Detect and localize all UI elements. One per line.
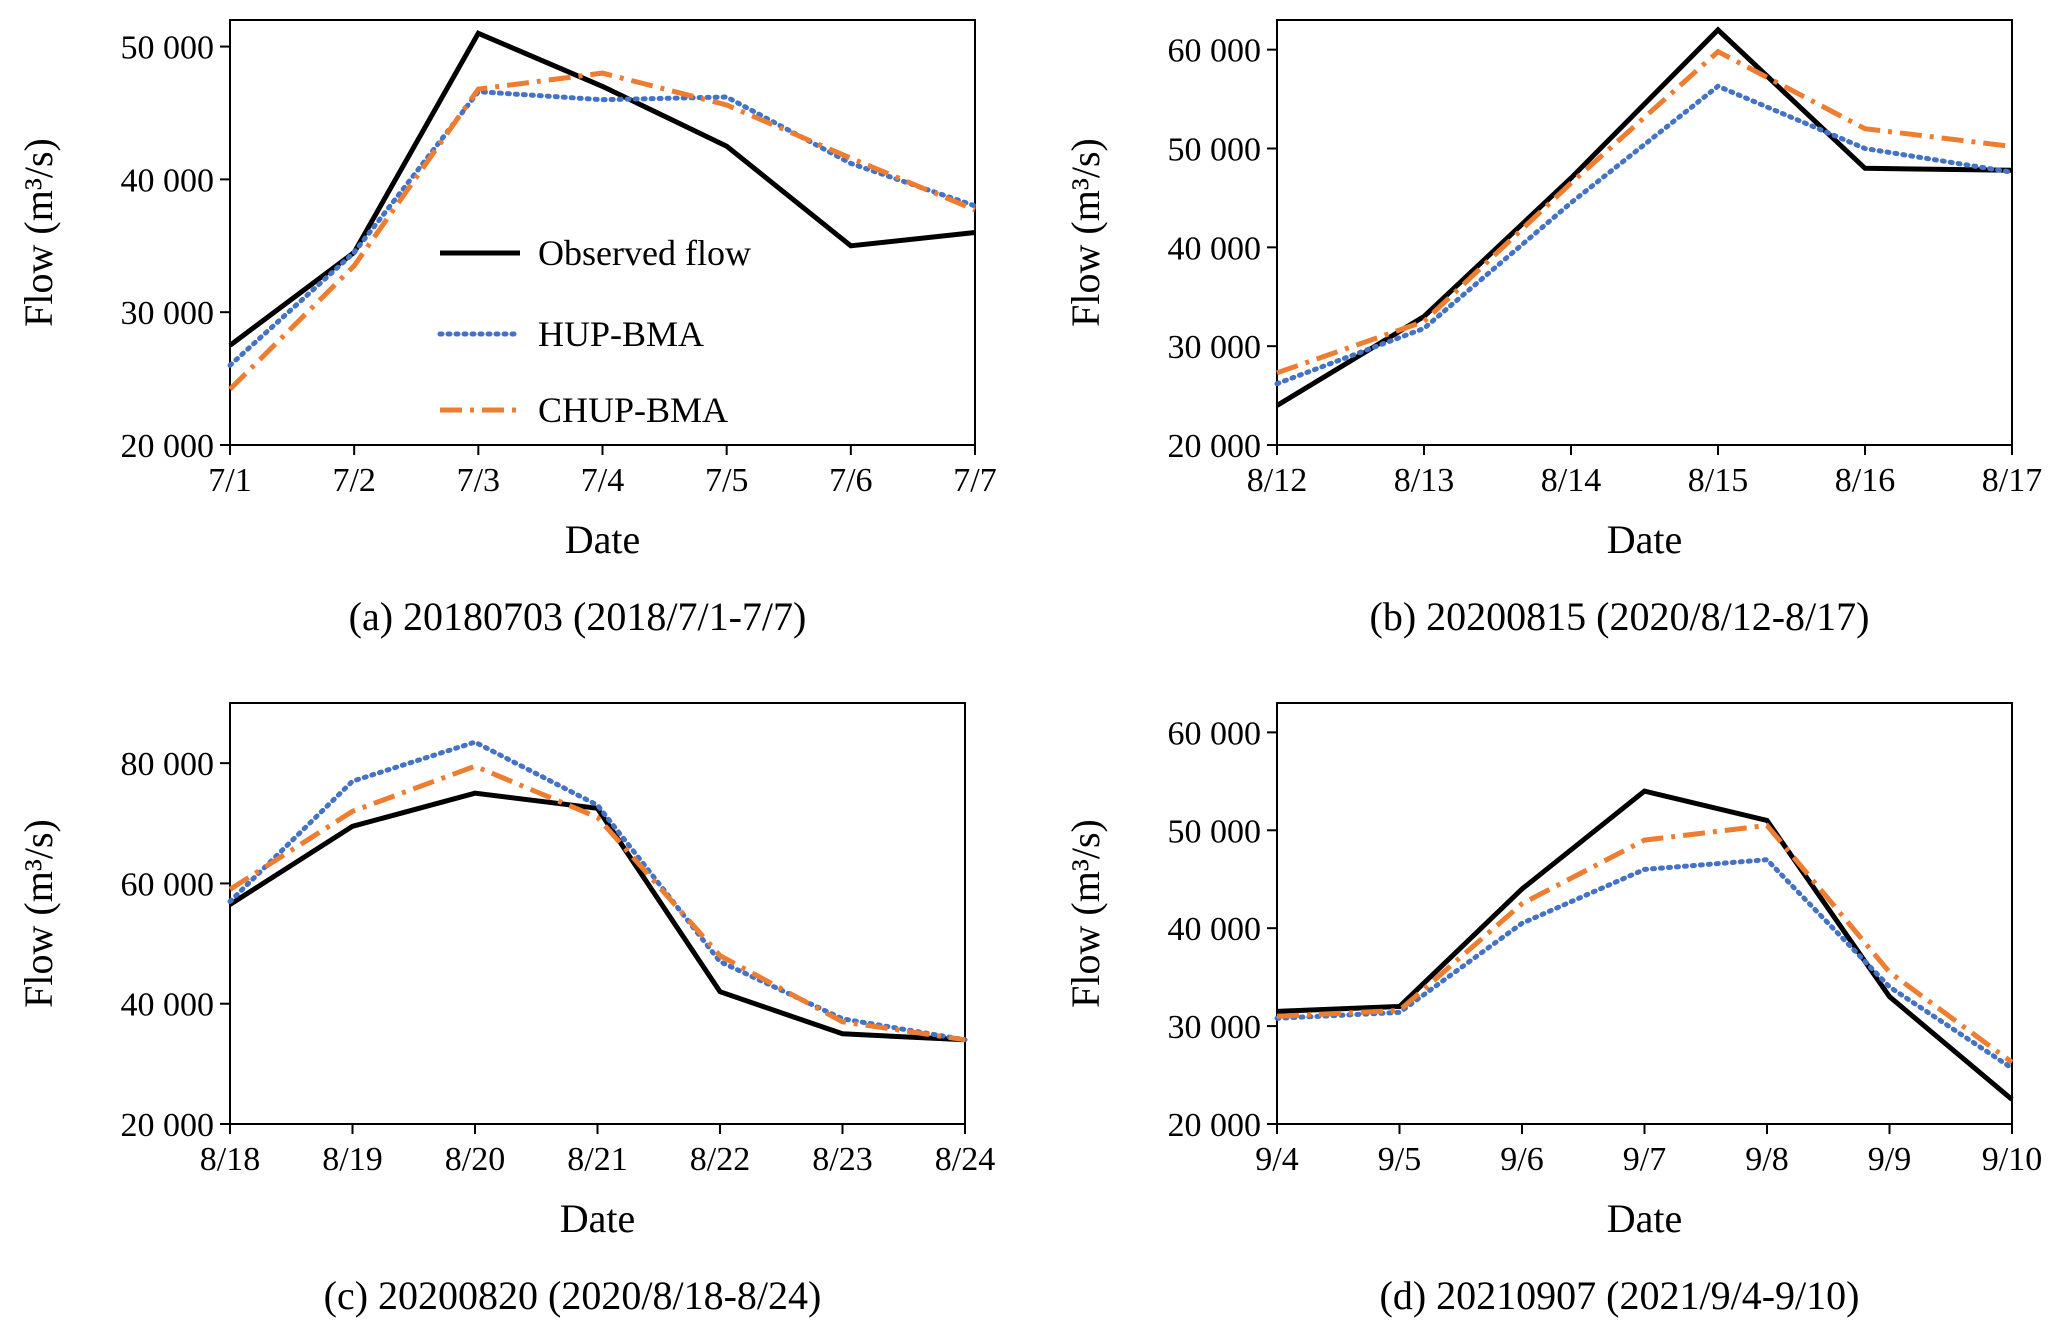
x-tick-label: 8/12 [1247,462,1307,499]
x-tick-label: 7/1 [208,462,251,499]
series-line-chup-bma [228,70,976,391]
series-line-hup-bma [1274,857,2015,1071]
y-tick-label: 60 000 [121,866,215,903]
series-line-hup-bma [1274,83,2015,387]
y-tick-label: 40 000 [121,162,215,199]
series-line-hup-bma [227,739,968,1043]
panel-caption: (a) 20180703 (2018/7/1-7/7) [349,594,807,639]
x-axis-title: Date [565,517,641,562]
y-axis-title: Flow (m³/s) [1063,138,1108,327]
y-tick-label: 20 000 [121,1107,215,1144]
x-axis-title: Date [560,1196,636,1241]
x-axis-title: Date [1607,517,1683,562]
legend-label-observed: Observed flow [538,233,751,273]
x-tick-label: 7/3 [457,462,500,499]
plot-frame-d [1276,702,2013,1125]
panel-caption: (d) 20210907 (2021/9/4-9/10) [1380,1273,1860,1318]
y-tick-label: 40 000 [1168,911,1262,948]
series-line-observed-flow [1275,26,2013,408]
x-tick-label: 9/9 [1868,1141,1911,1178]
x-tick-label: 8/19 [322,1141,382,1178]
x-tick-label: 8/18 [200,1141,260,1178]
y-tick-label: 40 000 [121,987,215,1024]
panel-b: 20 000 30 000 40 000 50 000 60 000 8/12 8/13 8/… [1063,19,2042,639]
y-tick-label: 80 000 [121,746,215,783]
panel-caption: (c) 20200820 (2020/8/18-8/24) [324,1273,822,1318]
x-tick-label: 8/20 [445,1141,505,1178]
panel-caption: (b) 20200815 (2020/8/12-8/17) [1370,594,1870,639]
x-tick-label: 8/14 [1541,462,1601,499]
panel-c: 20 000 40 000 60 000 80 000 8/18 8/19 8/20 8/21… [16,702,995,1318]
y-tick-label: 30 000 [1168,1009,1262,1046]
panel-d: 20 000 30 000 40 000 50 000 60 000 9/4 9/5 9/6 9… [1063,702,2042,1318]
x-tick-label: 8/24 [935,1141,995,1178]
y-tick-label: 50 000 [1168,813,1262,850]
plot-frame-c [229,702,966,1125]
series-line-observed-flow [1276,788,2014,1102]
y-tick-label: 30 000 [121,295,215,332]
x-tick-label: 9/6 [1500,1141,1543,1178]
x-tick-label: 7/2 [332,462,375,499]
y-tick-label: 50 000 [1168,131,1262,168]
y-tick-label: 20 000 [1168,1107,1262,1144]
x-tick-label: 8/13 [1394,462,1454,499]
x-tick-label: 8/17 [1982,462,2042,499]
series-line-chup-bma [228,763,966,1043]
legend: Observed flow HUP-BMA CHUP-BMA [437,233,751,430]
y-axis-title: Flow (m³/s) [16,819,61,1008]
x-tick-label: 8/22 [690,1141,750,1178]
x-tick-label: 8/16 [1835,462,1895,499]
x-tick-label: 7/7 [953,462,996,499]
y-tick-label: 60 000 [1168,715,1262,752]
y-tick-label: 20 000 [1168,428,1262,465]
x-tick-label: 8/21 [567,1141,627,1178]
y-tick-label: 40 000 [1168,230,1262,267]
x-axis-title: Date [1607,1196,1683,1241]
legend-label-chup: CHUP-BMA [538,390,728,430]
x-tick-label: 9/4 [1255,1141,1298,1178]
x-tick-label: 7/5 [705,462,748,499]
y-tick-label: 60 000 [1168,33,1262,70]
x-tick-label: 8/23 [812,1141,872,1178]
series-line-chup-bma [1276,822,2014,1065]
x-tick-label: 9/5 [1378,1141,1421,1178]
x-tick-label: 9/10 [1982,1141,2042,1178]
y-axis-title: Flow (m³/s) [16,138,61,327]
x-tick-label: 9/8 [1745,1141,1788,1178]
y-tick-label: 30 000 [1168,329,1262,366]
series-line-hup-bma [227,89,978,368]
y-tick-label: 20 000 [121,428,215,465]
y-tick-label: 50 000 [121,30,215,67]
x-tick-label: 7/6 [829,462,872,499]
x-tick-label: 9/7 [1623,1141,1666,1178]
legend-label-hup: HUP-BMA [538,314,704,354]
series-line-observed-flow [228,30,976,348]
x-tick-label: 8/15 [1688,462,1748,499]
plot-frame-b [1276,19,2013,446]
series-line-observed-flow [228,790,966,1043]
x-tick-label: 7/4 [581,462,624,499]
y-axis-title: Flow (m³/s) [1063,819,1108,1008]
series-line-chup-bma [1276,48,2013,376]
panel-a: 20 000 30 000 40 000 50 000 7/1 7/2 7/3 7/4 7/5 7… [16,19,997,639]
